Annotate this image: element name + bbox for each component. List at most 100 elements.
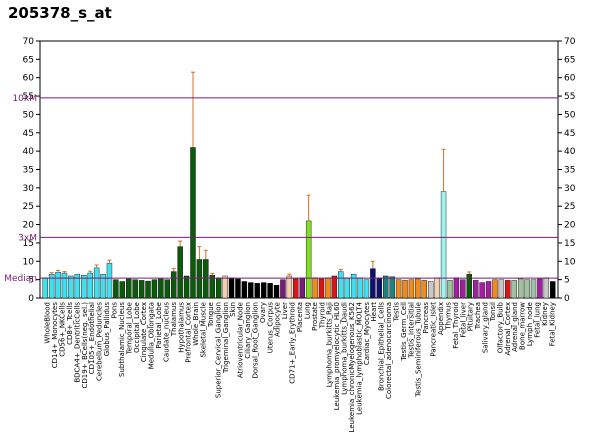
x-tick-label-39: Leukemia_promyelocytic_HL60 (333, 302, 341, 410)
y-tick-label-right-1: 5 (564, 276, 570, 286)
plot-frame (39, 40, 559, 299)
bar-WholeBlood (42, 277, 48, 299)
bar-Trachea (485, 281, 492, 299)
x-tick-label-67: Kidney (541, 302, 549, 326)
bar-Subthalamic_Nucleus (138, 280, 145, 299)
bar-CD14+_Monocytes (48, 273, 55, 299)
bar-CD33+_Myeloid (74, 273, 81, 299)
y-tick-label-left-0: 0 (28, 294, 34, 304)
bar-Globus_Pallidus (126, 278, 132, 299)
y-tick-label-left-4: 20 (23, 221, 35, 231)
x-tick-label-34: Placenta (296, 302, 304, 332)
x-tick-label-37: Thyroid (318, 302, 326, 329)
bar-Adrenal_gland (517, 278, 524, 299)
bar-Ovary (286, 275, 293, 299)
x-tick-label-50: Testis_Seminiferous_Tubule (415, 302, 423, 398)
y-tick-label-right-7: 35 (564, 166, 575, 176)
x-tick-label-16: Caudate_nucleus (162, 302, 170, 362)
bar-Lymphoma_burkitts_Raji (350, 273, 357, 299)
x-tick-label-40: Lymphoma_burkitts_Daudi (341, 302, 349, 395)
bar-Olfactory_Bulb (222, 275, 228, 299)
bar-Leukemia_chronicMyelogenous_K562 (370, 268, 376, 299)
x-tick-label-17: Thalamus (170, 302, 178, 337)
bar-Bronchial_Epithelial_Cells (395, 279, 402, 299)
x-tick-label-51: Pancreas (422, 302, 430, 334)
y-tick-label-left-14: 70 (23, 37, 35, 47)
bar-Testis_Seminiferous_Tubule (434, 277, 440, 299)
x-tick-label-10: Subthalamic_Nucleus (118, 302, 126, 377)
y-tick-label-right-4: 20 (564, 221, 576, 231)
bar-CD56+_NKCells (61, 272, 68, 299)
bar-Thalamus (190, 147, 196, 299)
x-tick-label-4: BDCA4+_DentriticCells (73, 302, 81, 383)
x-tick-label-18: Hypothalamus (177, 302, 185, 353)
y-tick-label-left-2: 10 (23, 257, 35, 267)
y-tick-label-right-9: 45 (564, 129, 575, 139)
x-tick-label-65: Lymph_node (526, 302, 534, 346)
bar-Trigeminal_Ganglion (254, 283, 260, 299)
x-tick-label-5: CD19+_BCells(neg._sel.) (81, 302, 89, 389)
y-tick-label-left-9: 45 (23, 129, 34, 139)
bar-Caudate_nucleus (183, 275, 190, 299)
bar-Lung (331, 275, 338, 299)
x-tick-label-27: Ciliary_Ganglion (244, 302, 252, 359)
bar-Tongue (241, 281, 248, 299)
bar-BDCA4+_DentriticCells (81, 275, 87, 299)
bar-Ciliary_Ganglion (273, 284, 280, 299)
bar-Kidney (543, 277, 550, 299)
y-tick-label-right-12: 60 (564, 74, 576, 84)
bar-Dorsal_Root_Ganglion (280, 279, 286, 299)
bar-Uterus (293, 278, 299, 299)
bar-Thymus (460, 279, 466, 299)
bar-Spinal_cord (145, 280, 151, 299)
x-tick-label-1: CD14+_Monocytes (51, 302, 59, 369)
x-tick-label-43: Cardiac_Myocytes (363, 302, 371, 365)
y-tick-label-left-7: 35 (23, 166, 34, 176)
x-tick-label-55: Fetal_Thyroid (452, 302, 460, 349)
x-tick-label-30: Uterus_Corpus (266, 302, 274, 354)
x-tick-label-57: Pituitary (467, 302, 475, 331)
bar-Parietal_Lobe (177, 246, 183, 299)
bar-Adrenal_Cortex (511, 280, 517, 299)
bar-Testis (408, 279, 415, 299)
x-tick-label-54: Thymus (444, 302, 452, 331)
x-tick-label-68: Fetal_Kidney (548, 302, 556, 346)
x-tick-label-52: Pancreatic_Islet (430, 302, 438, 357)
y-tick-label-left-13: 65 (23, 55, 34, 65)
y-tick-label-left-11: 55 (23, 92, 34, 102)
y-tick-label-right-2: 10 (564, 257, 576, 267)
ref-line-label-1: 3xM (18, 233, 37, 243)
bar-Placenta (325, 277, 331, 299)
y-tick-label-left-5: 25 (23, 202, 34, 212)
bar-Medulla_Oblongata (171, 271, 177, 299)
bar-CD8+_Tcells (68, 275, 74, 299)
x-tick-label-29: Ovary (259, 302, 267, 323)
bar-CD19+_BCells(neg._sel.) (87, 272, 93, 299)
y-tick-label-right-5: 25 (564, 202, 575, 212)
bar-Tonsil (498, 279, 505, 299)
x-tick-label-25: Skin (229, 302, 237, 317)
x-tick-label-2: CD56+_NKCells (59, 302, 67, 357)
bar-Colorectal_adenocarcinoma (402, 280, 408, 299)
bar-Testis_Germ_Cell (415, 278, 421, 299)
bar-Fetal_Kidney (550, 281, 556, 299)
bar-Fetal_brain (196, 259, 203, 299)
x-tick-label-63: Adrenal_gland (511, 302, 519, 352)
y-tick-label-right-11: 55 (564, 92, 575, 102)
x-tick-label-32: Liver (281, 302, 289, 319)
x-tick-label-26: Atrioventricular_Node (237, 302, 245, 378)
x-tick-label-22: Tongue (207, 302, 215, 328)
x-tick-label-38: Lymphoma_burkitts_Raji (326, 302, 334, 387)
x-tick-label-12: Occipital_Lobe (133, 302, 141, 353)
x-tick-label-41: Leukemia_chronicMyelogenous_K562 (348, 302, 356, 432)
x-tick-label-6: CD105+_Endothelial (88, 302, 96, 374)
bar-Pancreas (440, 191, 447, 299)
y-tick-label-right-10: 50 (564, 110, 576, 120)
x-tick-label-56: Fetal_liver (459, 302, 467, 338)
x-tick-label-46: Colorectal_adenocarcinoma (385, 302, 393, 399)
y-tick-label-left-10: 50 (23, 110, 35, 120)
x-tick-label-7: Cerebellum_Peduncles (96, 302, 104, 381)
bar-Atrioventricular_Node (267, 283, 273, 299)
ref-line-label-0: 10xM (12, 94, 37, 104)
